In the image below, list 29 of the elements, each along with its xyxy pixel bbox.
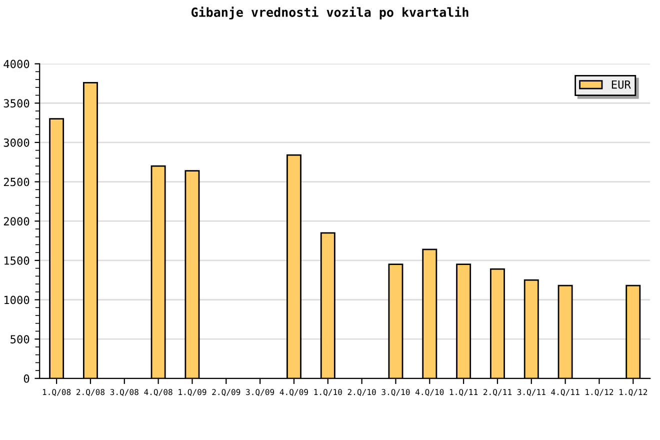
x-tick-label: 4.Q/08 <box>144 389 172 396</box>
y-tick-label: 3500 <box>4 99 30 108</box>
x-tick-label: 1.Q/12 <box>620 389 648 396</box>
x-tick-label: 2.Q/08 <box>76 389 105 396</box>
y-tick-label: 2500 <box>4 178 30 186</box>
x-tick-label: 4.Q/10 <box>415 389 444 396</box>
y-tick-label: 0 <box>24 374 30 383</box>
y-tick-label: 3000 <box>4 138 30 147</box>
x-tick-label: 1.Q/10 <box>314 389 342 396</box>
x-tick-label: 3.Q/09 <box>246 389 274 396</box>
chart-title: Gibanje vrednosti vozila po kvartalih <box>191 6 468 20</box>
x-tick-label: 1.Q/09 <box>178 389 206 396</box>
x-tick-label: 1.Q/12 <box>586 389 614 396</box>
x-tick-label: 2.Q/10 <box>348 389 376 396</box>
x-tick-label: 3.Q/10 <box>382 389 410 396</box>
x-tick-label: 3.Q/08 <box>110 389 138 396</box>
y-tick-label: 1000 <box>4 296 30 304</box>
x-tick-label: 2.Q/11 <box>484 389 512 396</box>
x-tick-label: 1.Q/11 <box>450 389 478 396</box>
x-tick-label: 4.Q/11 <box>551 389 580 396</box>
y-tick-label: 4000 <box>4 60 30 68</box>
x-tick-label: 2.Q/09 <box>212 389 240 396</box>
legend-label: EUR <box>612 80 631 89</box>
x-tick-label: 3.Q/11 <box>517 389 546 396</box>
x-tick-label: 4.Q/09 <box>280 389 308 396</box>
x-tick-label: 1.Q/08 <box>42 389 71 396</box>
y-tick-label: 2000 <box>4 217 30 226</box>
y-tick-label: 1500 <box>4 256 30 265</box>
y-tick-label: 500 <box>10 335 30 344</box>
